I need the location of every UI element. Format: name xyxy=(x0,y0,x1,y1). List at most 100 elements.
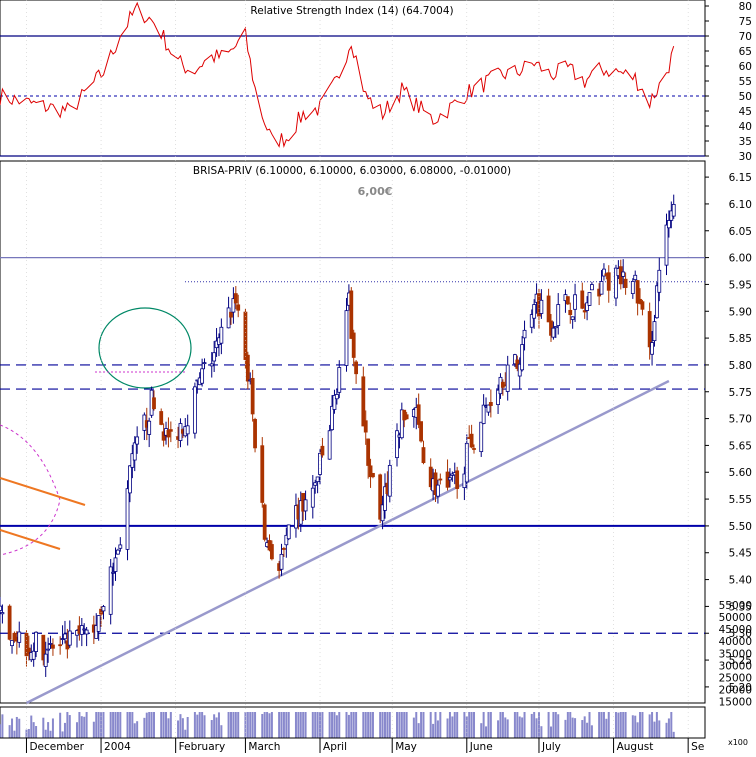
volume-tick-label: 55000 xyxy=(719,600,752,612)
candle-body xyxy=(621,271,626,277)
volume-bar xyxy=(232,712,235,738)
volume-bar xyxy=(379,712,382,738)
candle-body xyxy=(455,470,460,489)
y-tick-label: 55 xyxy=(739,76,752,88)
candle-body xyxy=(565,296,570,305)
volume-bar xyxy=(59,712,62,738)
y-tick-label: 5.75 xyxy=(729,387,752,399)
volume-bar xyxy=(569,712,572,738)
volume-tick-label: 15000 xyxy=(719,697,752,709)
candle-body xyxy=(337,367,342,393)
y-tick-label: 35 xyxy=(739,136,752,148)
volume-bar xyxy=(667,718,670,738)
volume-bar xyxy=(167,718,170,738)
volume-bar xyxy=(32,722,35,738)
price-annotation: 6,00€ xyxy=(358,185,393,198)
volume-bar xyxy=(302,712,305,738)
candle-body xyxy=(635,280,640,304)
candle-body xyxy=(551,327,556,338)
volume-bar xyxy=(369,712,372,738)
candle-body xyxy=(351,332,356,358)
volume-bar xyxy=(463,712,466,738)
volume-bar xyxy=(210,720,213,738)
candle-body xyxy=(419,421,423,442)
candle-body xyxy=(587,292,592,306)
volume-bar xyxy=(249,712,252,738)
candle-body xyxy=(647,311,652,348)
x-tick-label: June xyxy=(469,741,493,753)
volume-bar xyxy=(470,712,473,738)
volume-bar xyxy=(92,721,95,738)
y-tick-label: 5.90 xyxy=(729,306,752,318)
volume-tick-label: 45000 xyxy=(719,624,752,636)
volume-bar xyxy=(294,712,297,738)
volume-bar xyxy=(499,712,502,738)
volume-bar xyxy=(11,718,14,738)
volume-bar xyxy=(439,712,442,738)
candle-body xyxy=(159,411,164,425)
candle-body xyxy=(568,309,573,316)
candle-body xyxy=(245,354,250,382)
volume-bar xyxy=(504,717,507,738)
y-tick-label: 6.00 xyxy=(729,253,752,265)
candle-body xyxy=(12,632,17,641)
candle-body xyxy=(113,557,118,572)
candle-body xyxy=(553,326,558,329)
x-tick-label: February xyxy=(179,741,226,753)
volume-bar xyxy=(672,731,675,738)
volume-bar xyxy=(179,714,182,738)
candle-body xyxy=(614,267,618,299)
volume-bar xyxy=(405,712,408,738)
volume-bar xyxy=(287,712,290,738)
candle-body xyxy=(17,631,22,643)
volume-bar xyxy=(641,712,644,738)
volume-bar xyxy=(533,712,536,738)
candle-body xyxy=(344,310,349,366)
volume-bar xyxy=(670,712,673,738)
candle-body xyxy=(496,389,500,405)
volume-bar xyxy=(321,712,324,738)
candle-body xyxy=(310,487,315,508)
volume-bar xyxy=(229,712,232,738)
volume-bar xyxy=(15,716,18,738)
volume-bar xyxy=(297,712,300,738)
candle-body xyxy=(219,326,224,344)
volume-bar xyxy=(432,723,435,738)
volume-bar xyxy=(552,712,555,738)
volume-bar xyxy=(554,712,557,738)
candle-body xyxy=(58,644,63,647)
volume-bar xyxy=(487,712,490,738)
volume-bar xyxy=(68,715,71,738)
candle-body xyxy=(479,421,484,453)
volume-bar xyxy=(653,721,656,738)
candle-body xyxy=(590,284,594,291)
volume-bar xyxy=(516,712,519,738)
volume-bar xyxy=(648,714,651,738)
candle-body xyxy=(399,409,404,439)
candle-body xyxy=(200,368,205,384)
candle-body xyxy=(125,488,130,550)
volume-bar xyxy=(557,714,560,738)
volume-bar xyxy=(169,712,172,738)
volume-bar xyxy=(352,712,355,738)
x-tick-label: July xyxy=(541,741,561,753)
volume-unit-label: x100 xyxy=(728,738,748,747)
candle-body xyxy=(260,445,265,503)
volume-bar xyxy=(133,723,136,738)
candle-body xyxy=(63,633,67,640)
volume-bar xyxy=(547,712,550,738)
volume-bar xyxy=(328,712,331,738)
volume-bar xyxy=(63,722,66,738)
candle-body xyxy=(31,650,36,660)
volume-bar xyxy=(400,712,403,738)
candle-body xyxy=(147,420,152,435)
volume-bar xyxy=(588,712,591,738)
volume-bar xyxy=(617,712,620,738)
candle-body xyxy=(580,290,585,309)
volume-bar xyxy=(266,712,269,738)
candle-body xyxy=(262,504,267,540)
volume-bar xyxy=(482,712,485,738)
volume-bar xyxy=(396,712,399,738)
price-panel: 5.20 5.25 5.30 5.35 5.40 5.45 5.50 5.55 5.60 5.65… xyxy=(0,160,752,705)
volume-bar xyxy=(316,712,319,738)
